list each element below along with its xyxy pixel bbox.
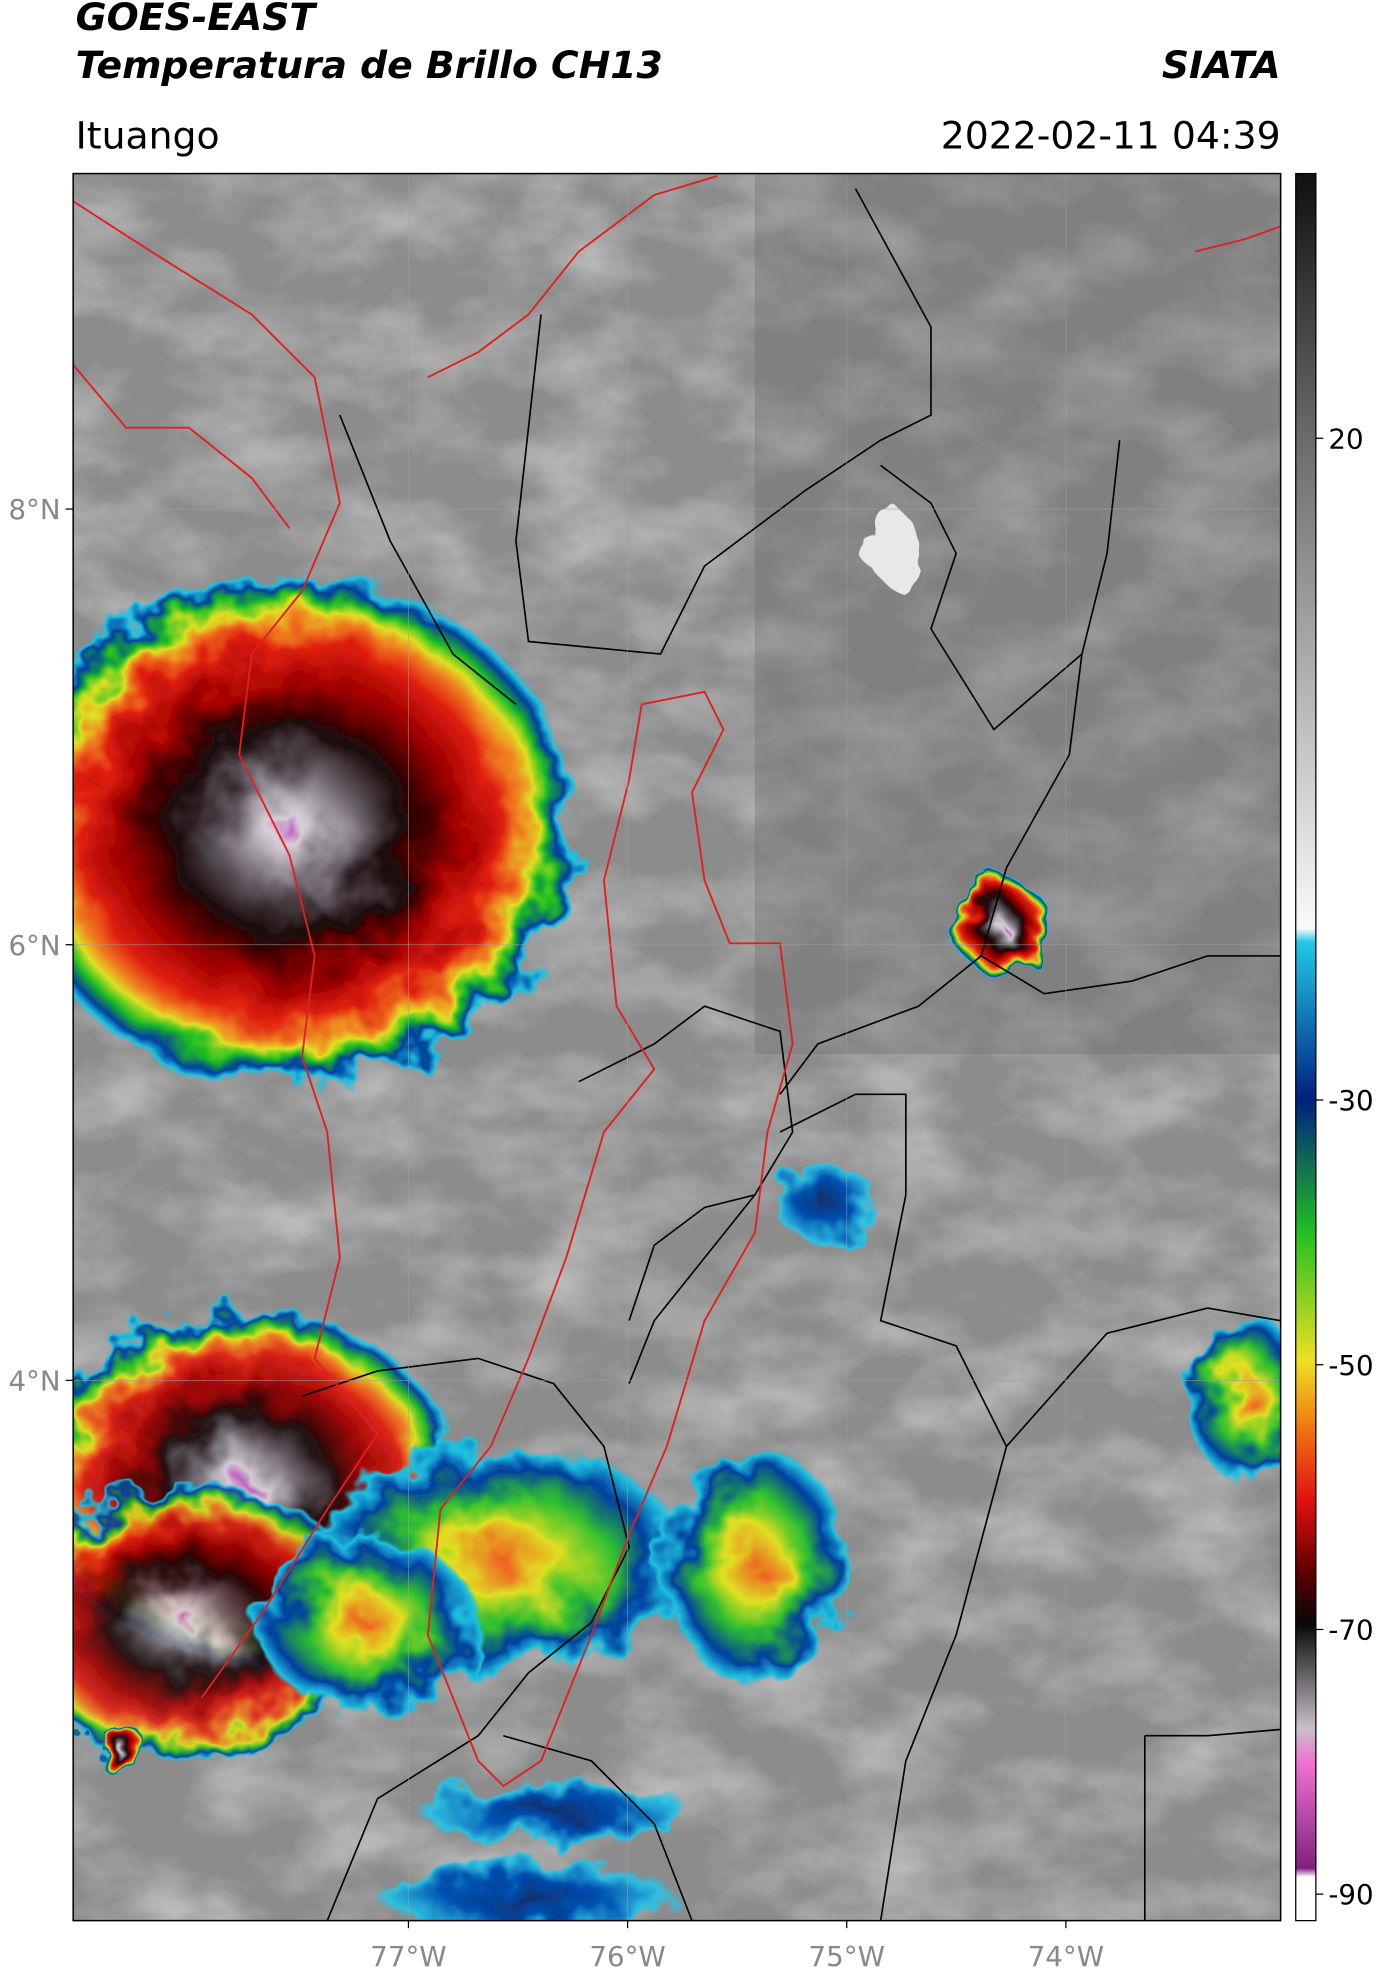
- lon-label: 75°W: [809, 1940, 885, 1973]
- axes: 77°W 76°W 75°W 74°W 8°N 6°N 4°N 20 -30 -50 -70 -90: [8, 422, 1373, 1973]
- lon-label: 76°W: [589, 1940, 665, 1973]
- colorbar-label: 20: [1328, 422, 1363, 455]
- lon-label: 77°W: [370, 1940, 446, 1973]
- graticule: [73, 173, 1281, 1921]
- lat-label: 8°N: [8, 493, 60, 526]
- lat-label: 4°N: [8, 1364, 60, 1397]
- colorbar: [1295, 172, 1317, 1922]
- title: GOES-EAST: [76, 0, 319, 39]
- colorbar-label: -30: [1328, 1084, 1373, 1117]
- lat-label: 6°N: [8, 929, 60, 962]
- map: [73, 173, 1281, 1921]
- location: Ituango: [76, 113, 220, 157]
- subtitle: Temperatura de Brillo CH13: [76, 43, 663, 87]
- red-borders: [73, 175, 1281, 1788]
- convection: [73, 509, 1281, 1921]
- colorbar-label: -50: [1328, 1349, 1373, 1382]
- colorbar-label: -90: [1328, 1878, 1373, 1911]
- map-frame: [72, 172, 1282, 1922]
- brand: SIATA: [1162, 43, 1281, 87]
- lon-label: 74°W: [1028, 1940, 1104, 1973]
- admin-borders: [301, 188, 1281, 1921]
- datetime: 2022-02-11 04:39: [941, 113, 1281, 157]
- colorbar-label: -70: [1328, 1614, 1373, 1647]
